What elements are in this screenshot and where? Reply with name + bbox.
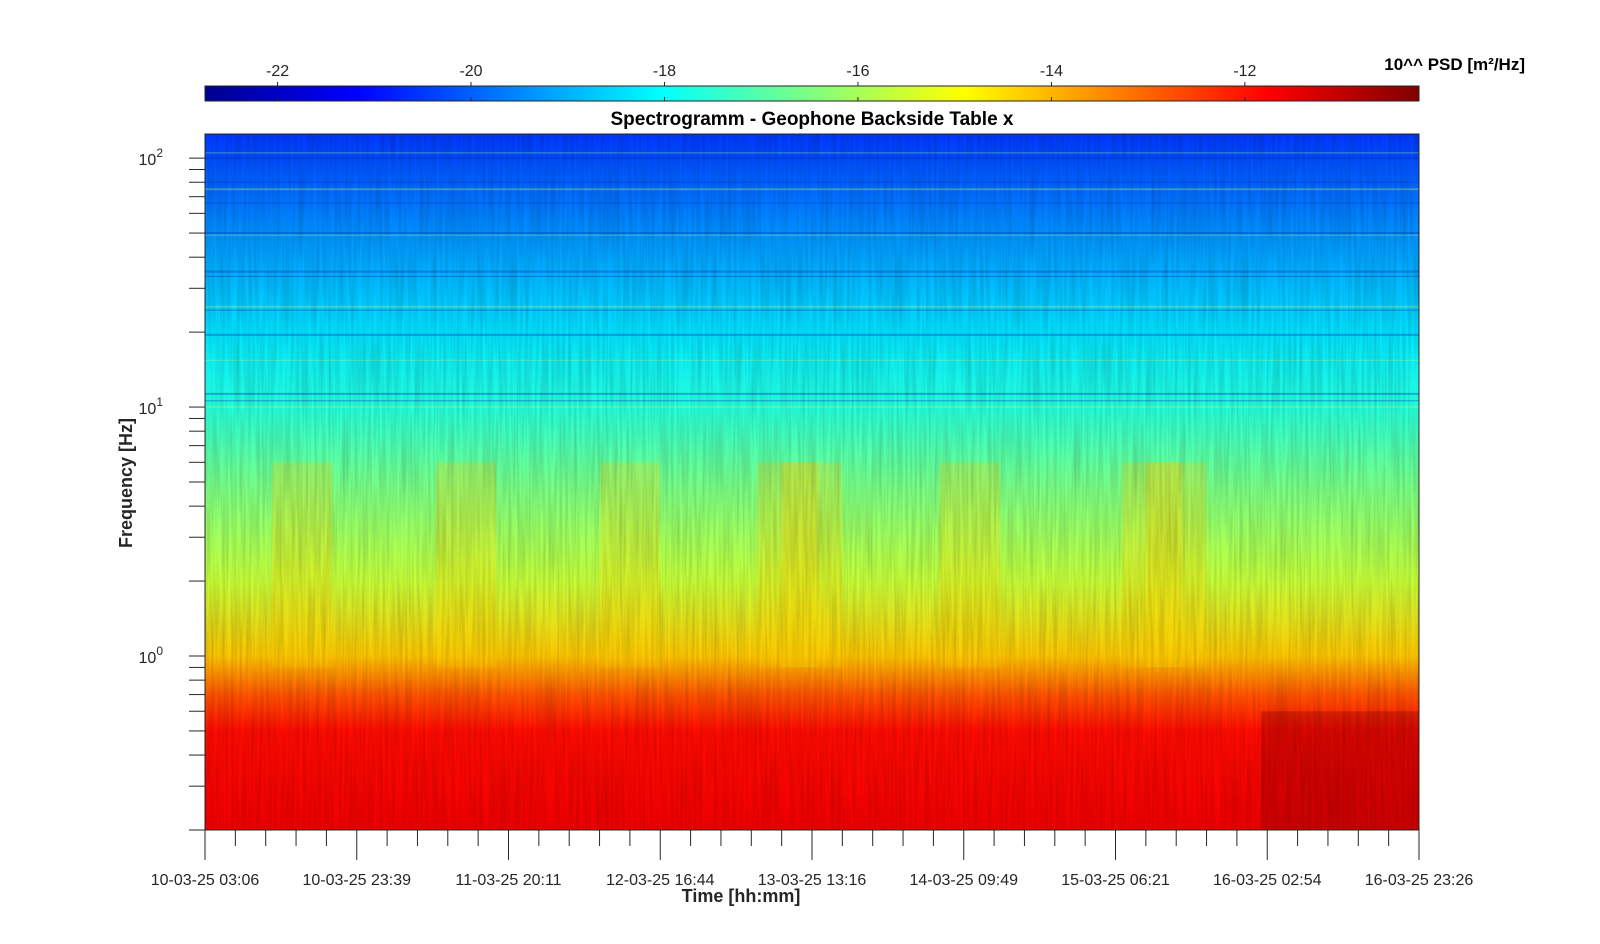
colorbar-unit-label: 10^^ PSD [m²/Hz] bbox=[1384, 55, 1525, 74]
spectrogram-noise-texture bbox=[205, 134, 1419, 830]
x-tick-label: 14-03-25 09:49 bbox=[909, 872, 1018, 889]
x-tick-label: 10-03-25 23:39 bbox=[302, 872, 411, 889]
colorbar-ticks: -22 -20 -18 -16 -14 -12 bbox=[266, 63, 1257, 101]
colorbar-tick-label: -18 bbox=[653, 63, 676, 80]
x-tick-label: 12-03-25 16:44 bbox=[606, 872, 715, 889]
colorbar: -22 -20 -18 -16 -14 -12 10^^ PSD [m²/Hz] bbox=[204, 55, 1525, 102]
x-axis: 10-03-25 03:06 10-03-25 23:39 11-03-25 20:… bbox=[151, 830, 1474, 889]
y-axis: 100 101 102 bbox=[139, 134, 206, 831]
x-tick-label: 16-03-25 23:26 bbox=[1365, 872, 1474, 889]
x-axis-label: Time [hh:mm] bbox=[682, 886, 801, 906]
colorbar-tick-label: -20 bbox=[459, 63, 482, 80]
colorbar-strip bbox=[204, 85, 1420, 102]
y-tick-label: 100 bbox=[139, 644, 164, 667]
chart-title: Spectrogramm - Geophone Backside Table x bbox=[611, 109, 1014, 130]
colorbar-tick-label: -16 bbox=[846, 63, 869, 80]
y-tick-label: 102 bbox=[139, 146, 164, 169]
x-tick-label: 13-03-25 13:16 bbox=[758, 872, 867, 889]
x-tick-label: 15-03-25 06:21 bbox=[1061, 872, 1170, 889]
y-tick-label: 101 bbox=[139, 395, 164, 418]
x-tick-label: 16-03-25 02:54 bbox=[1213, 872, 1322, 889]
x-tick-label: 11-03-25 20:11 bbox=[455, 872, 561, 889]
colorbar-tick-label: -22 bbox=[266, 63, 289, 80]
x-tick-label: 10-03-25 03:06 bbox=[151, 872, 260, 889]
y-axis-label: Frequency [Hz] bbox=[116, 418, 136, 548]
colorbar-tick-label: -12 bbox=[1233, 63, 1256, 80]
spectrogram-plot-area: 100 101 102 10-03-25 03:06 10-03-25 23:39 11… bbox=[139, 133, 1474, 889]
colorbar-tick-label: -14 bbox=[1040, 63, 1063, 80]
